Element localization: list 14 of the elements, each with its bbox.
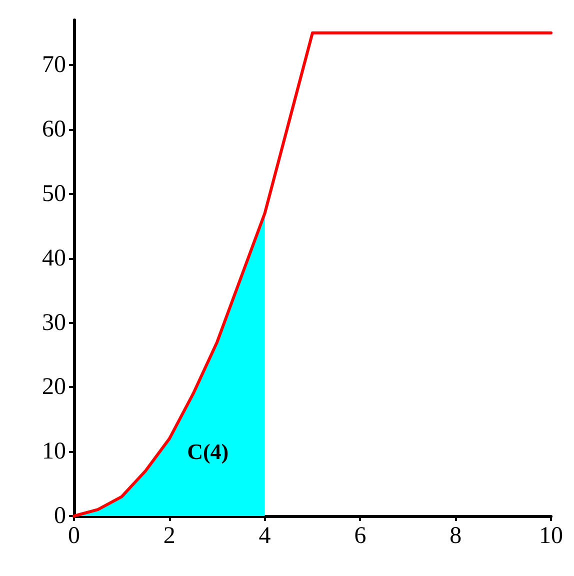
y-tick-label: 30 [42, 310, 66, 336]
y-tick-label: 40 [42, 245, 66, 272]
y-tick-label: 50 [42, 180, 66, 207]
y-tick-label: 0 [54, 503, 66, 529]
x-tick-label: 4 [258, 523, 271, 549]
x-tick-label: 2 [163, 523, 176, 549]
y-tick-label: 10 [42, 438, 66, 465]
x-tick-label: 10 [539, 523, 563, 549]
y-tick-label: 60 [42, 116, 66, 143]
y-tick-label: 70 [42, 52, 66, 78]
x-tick-label: 6 [354, 523, 366, 549]
x-tick-label: 8 [450, 523, 462, 549]
annotation: C(4) [187, 439, 229, 464]
y-tick-label: 20 [42, 374, 66, 400]
